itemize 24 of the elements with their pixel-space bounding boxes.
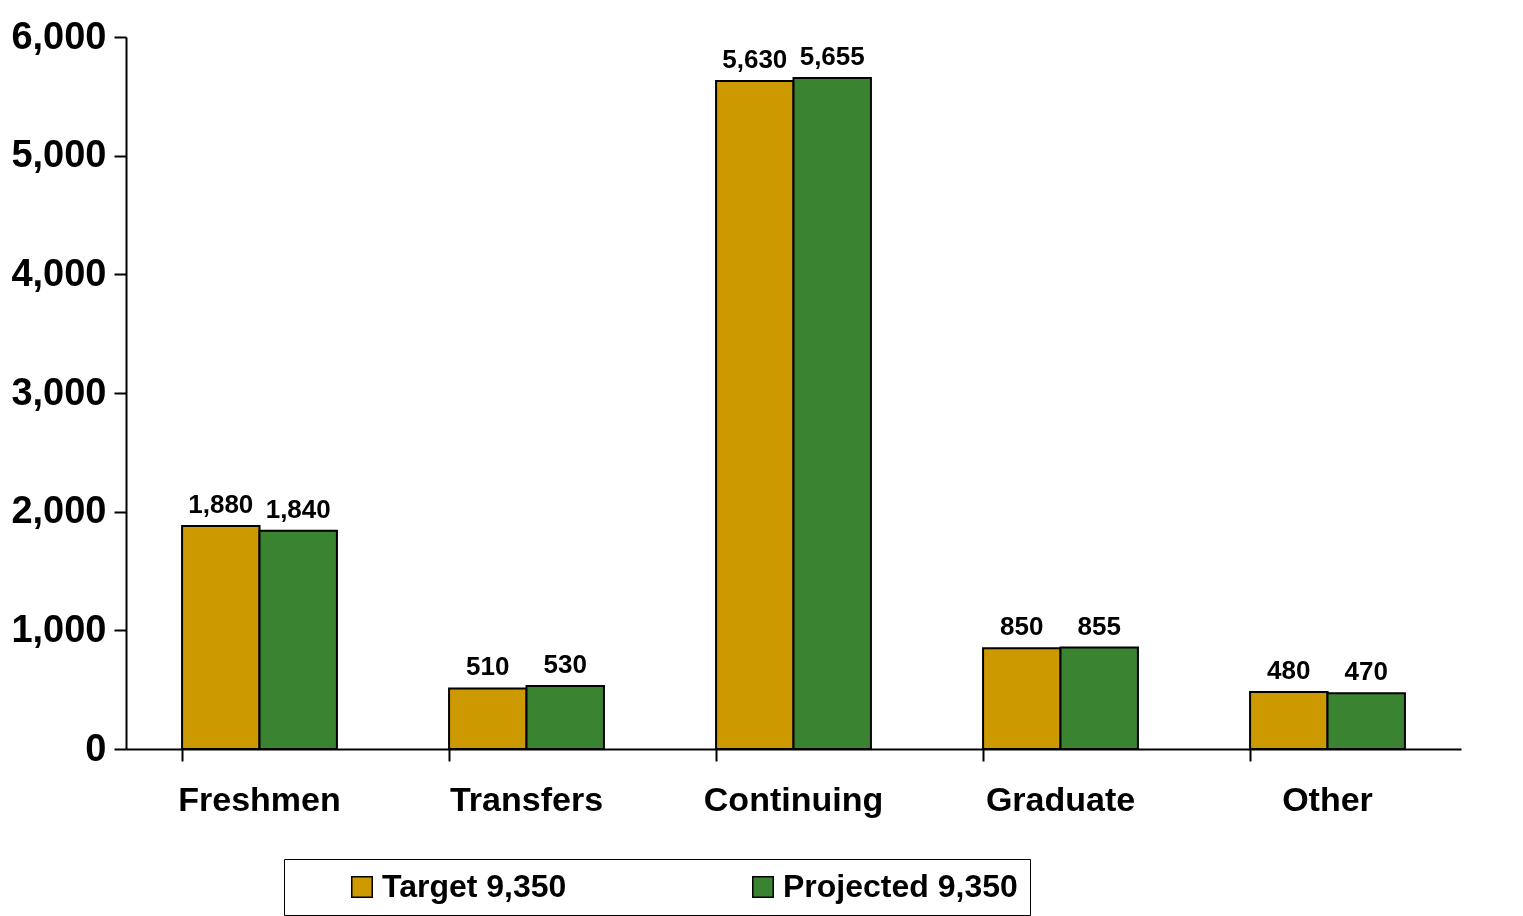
- data-label: 480: [1267, 655, 1311, 686]
- y-tick-label: 5,000: [11, 133, 107, 176]
- y-tick-label: 4,000: [11, 251, 107, 294]
- data-label: 5,630: [722, 43, 788, 74]
- y-tick-label: 6,000: [11, 14, 107, 57]
- y-tick-label: 0: [85, 726, 107, 769]
- data-label: 1,880: [188, 488, 254, 519]
- data-label: 5,655: [799, 40, 865, 71]
- legend-label: Target 9,350: [382, 868, 567, 904]
- y-tick-label: 1,000: [11, 607, 107, 650]
- legend-label: Projected 9,350: [783, 868, 1018, 904]
- data-label: 470: [1344, 656, 1388, 687]
- data-label: 855: [1077, 610, 1121, 641]
- data-label: 510: [466, 651, 510, 682]
- x-tick-label: Graduate: [985, 779, 1136, 818]
- y-tick-label: 3,000: [11, 370, 107, 413]
- x-tick-label: Transfers: [449, 779, 604, 818]
- data-label: 530: [543, 649, 587, 680]
- x-tick-label: Other: [1282, 779, 1373, 818]
- data-label: 850: [1000, 611, 1044, 642]
- x-tick-label: Freshmen: [178, 779, 341, 818]
- y-tick-label: 2,000: [11, 489, 107, 532]
- data-label: 1,840: [265, 493, 331, 524]
- x-tick-label: Continuing: [703, 779, 884, 818]
